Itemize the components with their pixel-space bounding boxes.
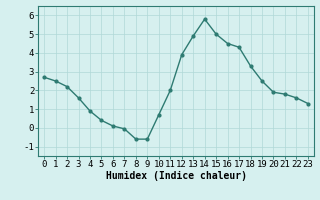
X-axis label: Humidex (Indice chaleur): Humidex (Indice chaleur) (106, 171, 246, 181)
